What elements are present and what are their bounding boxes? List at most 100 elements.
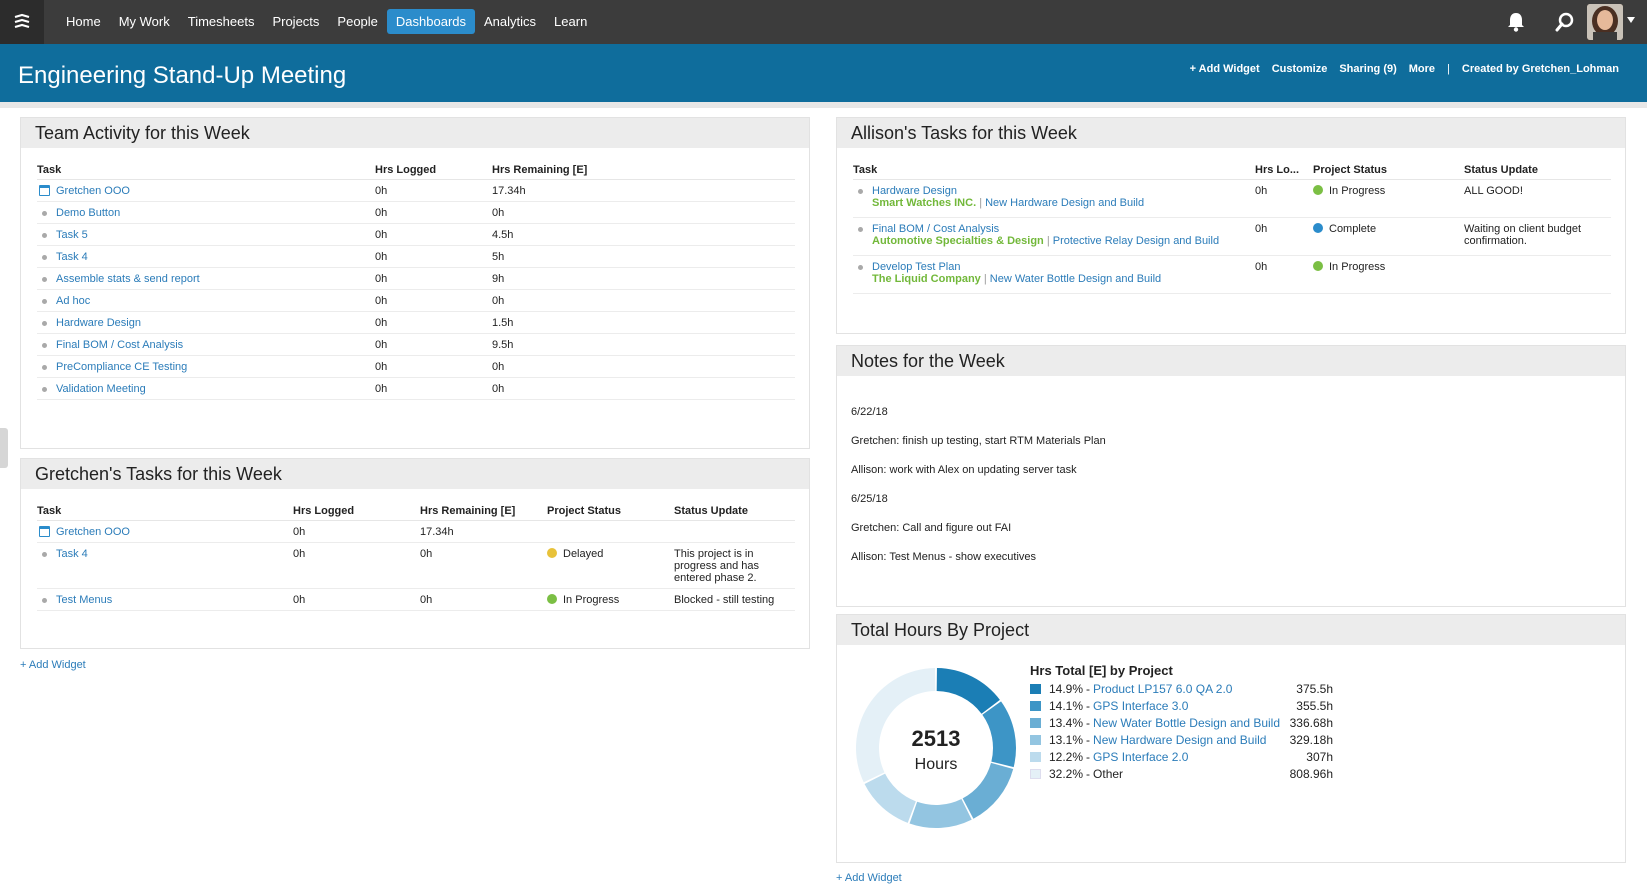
legend-value: 808.96h bbox=[1289, 766, 1333, 781]
avatar-photo-icon bbox=[1587, 4, 1623, 40]
project-link[interactable]: New Hardware Design and Build bbox=[985, 197, 1145, 209]
user-menu-caret-icon[interactable] bbox=[1627, 17, 1635, 23]
hrs-logged-cell: 0h bbox=[375, 179, 492, 202]
column-header[interactable]: Status Update bbox=[1464, 158, 1611, 180]
task-link[interactable]: Validation Meeting bbox=[56, 383, 146, 395]
legend-label[interactable]: GPS Interface 3.0 bbox=[1093, 698, 1189, 713]
column-header[interactable]: Status Update bbox=[674, 499, 795, 521]
donut-center-value: 2513 bbox=[912, 726, 961, 751]
column-header[interactable]: Task bbox=[37, 158, 375, 180]
donut-slice[interactable] bbox=[909, 799, 972, 828]
column-header[interactable]: Project Status bbox=[1313, 158, 1464, 180]
task-link[interactable]: Ad hoc bbox=[56, 295, 91, 307]
task-link[interactable]: Final BOM / Cost Analysis bbox=[872, 223, 1000, 235]
task-cell: Task 4 bbox=[37, 542, 293, 589]
task-cell: Validation Meeting bbox=[37, 377, 375, 400]
hrs-logged-cell: 0h bbox=[1255, 255, 1313, 294]
customize-button[interactable]: Customize bbox=[1271, 63, 1328, 75]
task-cell: Develop Test Plan The Liquid Company | Ne… bbox=[853, 255, 1255, 294]
column-header[interactable]: Task bbox=[853, 158, 1255, 180]
nav-menu: Home My Work Timesheets Projects People Dashb… bbox=[57, 9, 596, 34]
status-dot-icon bbox=[1313, 185, 1323, 195]
column-header[interactable]: Hrs Lo... bbox=[1255, 158, 1313, 180]
column-header[interactable]: Hrs Logged bbox=[293, 499, 420, 521]
pipe-separator: | bbox=[979, 197, 983, 209]
column-header[interactable]: Hrs Remaining [E] bbox=[492, 158, 795, 180]
column-header[interactable]: Hrs Logged bbox=[375, 158, 492, 180]
nav-dashboards[interactable]: Dashboards bbox=[386, 9, 476, 34]
nav-analytics[interactable]: Analytics bbox=[484, 14, 537, 29]
table-row: Assemble stats & send report 0h 9h bbox=[37, 267, 795, 290]
task-link[interactable]: Gretchen OOO bbox=[56, 185, 130, 197]
task-link[interactable]: Final BOM / Cost Analysis bbox=[56, 339, 184, 351]
table-row: Demo Button 0h 0h bbox=[37, 201, 795, 224]
donut-slice[interactable] bbox=[864, 773, 916, 823]
task-link[interactable]: Develop Test Plan bbox=[872, 261, 961, 273]
legend-label[interactable]: GPS Interface 2.0 bbox=[1093, 749, 1189, 764]
more-button[interactable]: More bbox=[1408, 63, 1436, 75]
search-icon[interactable] bbox=[1555, 11, 1575, 33]
bullet-icon bbox=[42, 598, 47, 603]
nav-learn[interactable]: Learn bbox=[554, 14, 588, 29]
column-header[interactable]: Hrs Remaining [E] bbox=[420, 499, 547, 521]
task-link[interactable]: Test Menus bbox=[56, 594, 113, 606]
nav-my-work[interactable]: My Work bbox=[118, 14, 170, 29]
legend-label[interactable]: New Hardware Design and Build bbox=[1093, 732, 1267, 747]
donut-slice[interactable] bbox=[856, 668, 936, 783]
task-link[interactable]: PreCompliance CE Testing bbox=[56, 361, 188, 373]
task-link[interactable]: Task 4 bbox=[56, 251, 88, 263]
pipe-separator: | bbox=[1046, 235, 1050, 247]
column-header[interactable]: Task bbox=[37, 499, 293, 521]
right-add-widget-link[interactable]: + Add Widget bbox=[836, 872, 902, 884]
gretchen-tasks-table: Task Hrs Logged Hrs Remaining [E] Project S… bbox=[37, 499, 795, 611]
nav-projects[interactable]: Projects bbox=[272, 14, 320, 29]
nav-people[interactable]: People bbox=[337, 14, 378, 29]
bullet-icon bbox=[42, 365, 47, 370]
left-add-widget-link[interactable]: + Add Widget bbox=[20, 659, 86, 671]
table-row: Develop Test Plan The Liquid Company | Ne… bbox=[853, 255, 1611, 294]
hrs-logged-cell: 0h bbox=[375, 311, 492, 334]
task-cell: Demo Button bbox=[37, 201, 375, 224]
status-text: In Progress bbox=[1329, 261, 1386, 273]
notifications-bell-icon[interactable] bbox=[1506, 11, 1526, 33]
legend-item: 12.2% - GPS Interface 2.0 307h bbox=[1030, 748, 1333, 765]
table-row: Ad hoc 0h 0h bbox=[37, 289, 795, 312]
add-widget-button[interactable]: + Add Widget bbox=[1189, 63, 1260, 75]
sidebar-toggle-handle[interactable] bbox=[0, 428, 8, 468]
legend-label[interactable]: New Water Bottle Design and Build bbox=[1093, 715, 1281, 730]
task-link[interactable]: Hardware Design bbox=[872, 185, 957, 197]
legend-value: 336.68h bbox=[1289, 715, 1333, 730]
legend-label[interactable]: Product LP157 6.0 QA 2.0 bbox=[1093, 681, 1233, 696]
note-line: 6/22/18 bbox=[851, 406, 888, 418]
nav-home[interactable]: Home bbox=[66, 14, 101, 29]
task-cell: Assemble stats & send report bbox=[37, 267, 375, 290]
task-link[interactable]: Task 4 bbox=[56, 548, 88, 560]
donut-slice[interactable] bbox=[962, 762, 1014, 819]
task-link[interactable]: Assemble stats & send report bbox=[56, 273, 200, 285]
donut-slice[interactable] bbox=[936, 668, 1000, 714]
column-header[interactable]: Project Status bbox=[547, 499, 674, 521]
project-status-cell bbox=[547, 520, 674, 543]
task-link[interactable]: Gretchen OOO bbox=[56, 526, 130, 538]
task-link[interactable]: Task 5 bbox=[56, 229, 88, 241]
project-link[interactable]: New Water Bottle Design and Build bbox=[989, 273, 1162, 285]
user-avatar[interactable] bbox=[1587, 4, 1623, 40]
main-menu-button[interactable] bbox=[0, 0, 44, 44]
chart-legend: 14.9% - Product LP157 6.0 QA 2.0 375.5h 14.1… bbox=[1030, 680, 1333, 782]
team-activity-table: Task Hrs Logged Hrs Remaining [E] Gretchen… bbox=[37, 158, 795, 400]
task-link[interactable]: Demo Button bbox=[56, 207, 121, 219]
hrs-remaining-cell: 0h bbox=[492, 355, 795, 378]
legend-percent: 13.4% bbox=[1049, 715, 1084, 730]
client-link[interactable]: Automotive Specialties & Design bbox=[872, 235, 1044, 247]
sharing-button[interactable]: Sharing (9) bbox=[1339, 63, 1397, 75]
hrs-logged-cell: 0h bbox=[375, 289, 492, 312]
project-link[interactable]: Protective Relay Design and Build bbox=[1052, 235, 1220, 247]
nav-timesheets[interactable]: Timesheets bbox=[187, 14, 255, 29]
client-link[interactable]: Smart Watches INC. bbox=[872, 197, 977, 209]
legend-swatch bbox=[1030, 683, 1041, 694]
client-link[interactable]: The Liquid Company bbox=[872, 273, 981, 285]
status-text: In Progress bbox=[1329, 185, 1386, 197]
task-link[interactable]: Hardware Design bbox=[56, 317, 141, 329]
bullet-icon bbox=[42, 277, 47, 282]
donut-slice[interactable] bbox=[982, 701, 1016, 768]
